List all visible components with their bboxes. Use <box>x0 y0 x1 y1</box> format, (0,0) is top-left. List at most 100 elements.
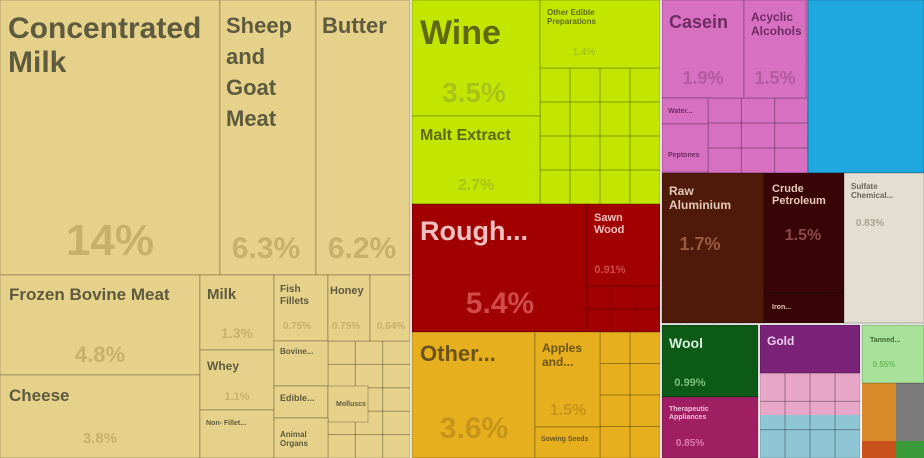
tile-value-label: 1.4% <box>573 47 596 58</box>
tile-name-label: Frozen Bovine Meat <box>9 285 170 304</box>
tile-name-label: Other... <box>420 341 496 366</box>
treemap-tile <box>843 172 924 324</box>
treemap-tile <box>539 0 661 69</box>
tile-name-label: Gold <box>767 334 794 348</box>
treemap-tile <box>763 292 845 324</box>
tile-value-label: 6.3% <box>232 232 300 265</box>
treemap-tile <box>315 0 411 276</box>
treemap-tile <box>199 274 275 351</box>
tile-name-label: Wool <box>669 335 703 351</box>
tile-name-label: Wine <box>420 14 501 52</box>
tile-name-label: Cheese <box>9 386 69 405</box>
tile-value-label: 1.5% <box>785 227 821 244</box>
tile-name-label: Therapeutic Appliances <box>669 406 709 421</box>
small-product-tile <box>629 331 661 364</box>
treemap-tile <box>0 274 201 376</box>
tile-value-label: 1.7% <box>679 234 720 254</box>
small-product-tile <box>569 101 601 137</box>
tile-name-label: Honey <box>330 285 365 297</box>
tile-name-label: Apples and... <box>542 341 582 369</box>
treemap-tile <box>861 324 924 384</box>
tile-name-label: Peptones <box>668 152 700 159</box>
tile-value-label: 0.83% <box>856 218 884 229</box>
treemap-tile <box>273 417 329 458</box>
tile-value-label: 3.5% <box>442 77 506 108</box>
small-product-tile <box>354 410 384 436</box>
small-product-tile <box>354 434 384 458</box>
treemap-tile <box>411 331 536 458</box>
tile-value-label: 1.3% <box>221 325 253 341</box>
tile-value-label: 0.85% <box>676 438 704 449</box>
treemap-tile <box>199 349 275 411</box>
small-product-tile <box>382 410 411 436</box>
tile-name-label: Whey <box>207 359 239 373</box>
tile-name-label: Tanned... <box>870 337 900 344</box>
treemap-tile <box>411 0 541 117</box>
treemap-tile <box>661 97 709 125</box>
tile-value-label: 1.5% <box>550 402 586 419</box>
tile-value-label: 0.75% <box>332 321 360 332</box>
treemap-tile <box>586 203 661 287</box>
tile-name-label: Malt Extract <box>420 127 511 144</box>
tile-name-label: Water... <box>668 108 693 115</box>
tile-name-label: Sheep and Goat Meat <box>226 13 292 131</box>
tile-name-label: Acyclic Alcohols <box>751 10 802 38</box>
tile-value-label: 1.9% <box>682 68 723 88</box>
tile-name-label: Rough... <box>420 216 528 246</box>
small-product-tile <box>759 400 786 431</box>
small-product-tile <box>629 394 661 427</box>
tile-name-label: Bovine... <box>280 347 313 356</box>
treemap-group-block <box>760 415 860 458</box>
tile-name-label: Edible... <box>280 393 315 403</box>
small-product-tile <box>629 363 661 396</box>
small-product-tile <box>834 400 861 431</box>
tile-name-label: Concentrated Milk <box>8 12 201 79</box>
tile-value-label: 0.99% <box>674 377 705 389</box>
tile-value-label: 0.55% <box>873 360 896 369</box>
treemap-tile <box>369 274 411 342</box>
treemap-tile <box>661 123 709 173</box>
tile-value-label: 14% <box>66 216 154 265</box>
small-product-tile <box>599 101 631 137</box>
tile-name-label: Butter <box>322 13 387 38</box>
small-product-tile <box>629 101 661 137</box>
treemap-tile <box>661 324 759 398</box>
small-product-tile <box>635 308 661 333</box>
tile-value-label: 3.6% <box>440 412 508 445</box>
small-product-tile <box>382 434 411 458</box>
treemap-tile <box>327 385 369 423</box>
treemap-tile <box>763 172 845 294</box>
treemap-tile <box>0 374 201 458</box>
tile-name-label: Crude Petroleum <box>772 183 826 207</box>
small-product-tile <box>382 387 411 412</box>
treemap-tile <box>661 396 759 458</box>
treemap-group-block <box>862 441 896 458</box>
tile-value-label: 6.2% <box>328 232 396 265</box>
small-product-tile <box>740 122 776 149</box>
treemap-group-block <box>896 441 924 458</box>
small-product-tile <box>784 400 811 431</box>
tile-value-label: 1.1% <box>224 391 249 403</box>
treemap-tile <box>807 0 924 174</box>
treemap-tile <box>219 0 317 276</box>
treemap-tile <box>661 172 765 324</box>
small-product-tile <box>382 363 411 389</box>
tile-name-label: Non- Fillet... <box>206 420 246 427</box>
tile-value-label: 1.5% <box>754 68 795 88</box>
tile-name-label: Other Edible Preparations <box>547 8 596 26</box>
tile-name-label: Sulfate Chemical... <box>851 182 893 200</box>
tile-name-label: Milk <box>207 286 237 303</box>
small-product-tile <box>809 400 836 431</box>
tile-name-label: Molluscs <box>336 401 366 408</box>
tile-name-label: Sawn Wood <box>594 212 624 236</box>
tile-name-label: Casein <box>669 12 728 32</box>
small-product-tile <box>629 135 661 171</box>
tile-value-label: 3.8% <box>83 430 117 447</box>
tile-value-label: 2.7% <box>458 177 494 194</box>
treemap-tile <box>411 203 588 333</box>
treemap-group-block <box>760 373 860 415</box>
tile-name-label: Sowing Seeds <box>541 436 589 443</box>
treemap-tile <box>273 385 329 419</box>
small-product-tile <box>569 135 601 171</box>
treemap-tile <box>759 324 861 374</box>
